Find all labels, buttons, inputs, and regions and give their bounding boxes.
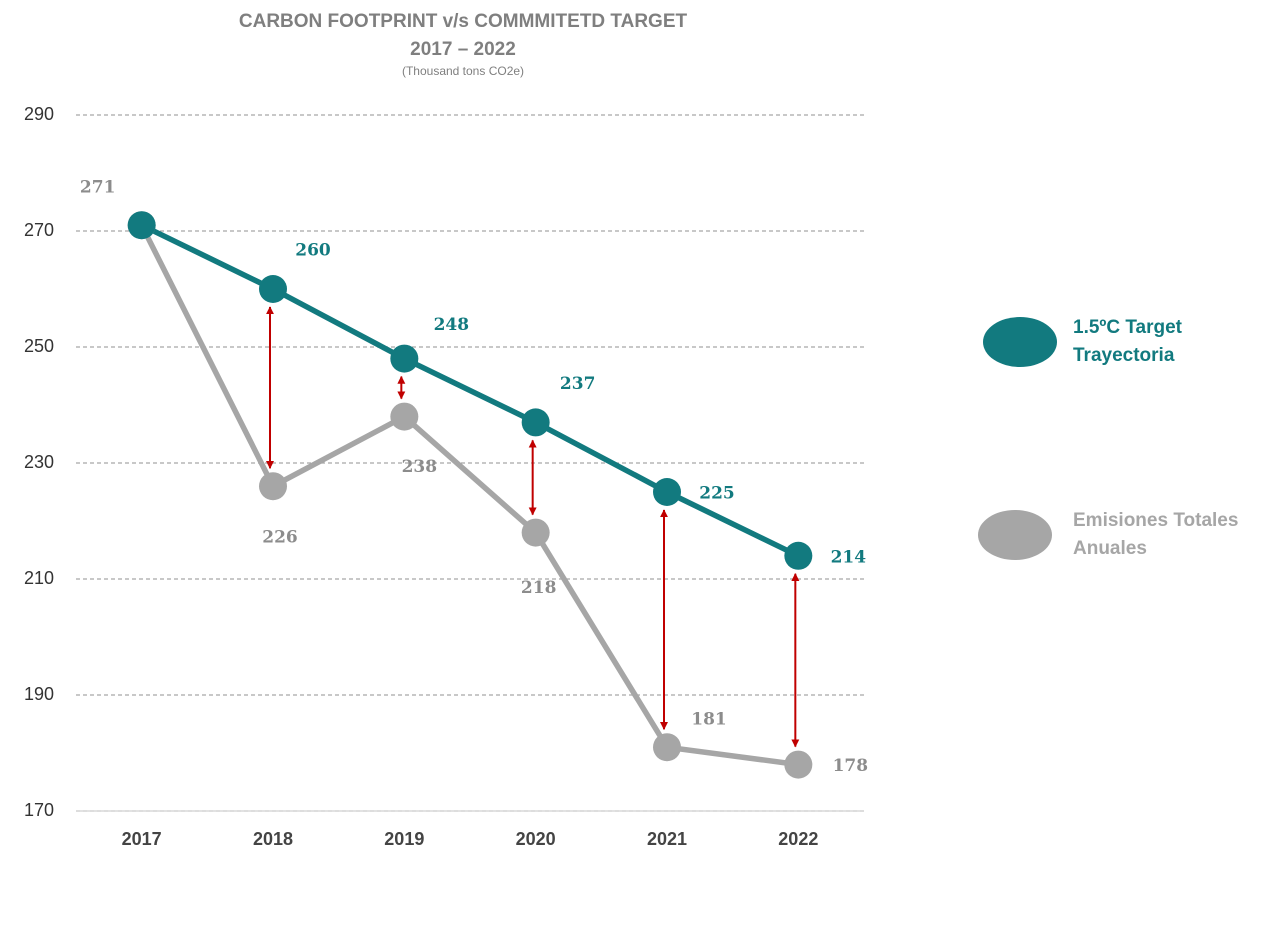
data-label: 271 bbox=[80, 178, 116, 198]
y-tick-label: 170 bbox=[24, 800, 54, 820]
data-point bbox=[259, 472, 287, 501]
legend-entry: Emisiones Totales Anuales bbox=[1073, 510, 1239, 559]
data-point bbox=[784, 541, 813, 570]
data-point bbox=[784, 750, 813, 779]
legend-swatch bbox=[978, 510, 1052, 560]
data-point bbox=[390, 402, 419, 431]
unit-label: (Thousand tons CO2e) bbox=[402, 64, 524, 78]
legend-label: Emisiones Totales Anuales bbox=[1073, 510, 1239, 559]
y-tick-label: 230 bbox=[24, 452, 54, 472]
chart-title: CARBON FOOTPRINT v/s COMMMITETD TARGET bbox=[239, 11, 688, 32]
data-label: 238 bbox=[402, 457, 438, 477]
x-tick-label: 2022 bbox=[778, 829, 818, 849]
legend-entry: 1.5ºC Target Trayectoria bbox=[1073, 317, 1183, 366]
x-tick-label: 2021 bbox=[647, 829, 687, 849]
data-label: 237 bbox=[560, 374, 596, 394]
data-point bbox=[127, 211, 156, 240]
data-label: 248 bbox=[434, 315, 470, 335]
data-point bbox=[521, 518, 550, 547]
series-line bbox=[139, 223, 799, 768]
data-label: 218 bbox=[521, 578, 557, 598]
y-tick-label: 270 bbox=[24, 220, 54, 240]
y-tick-label: 250 bbox=[24, 336, 54, 356]
data-label: 225 bbox=[699, 484, 735, 504]
x-tick-label: 2017 bbox=[122, 829, 162, 849]
y-tick-label: 190 bbox=[24, 684, 54, 704]
data-label: 181 bbox=[691, 710, 727, 730]
data-point bbox=[653, 478, 681, 506]
data-label: 178 bbox=[833, 756, 869, 776]
x-tick-label: 2019 bbox=[384, 829, 424, 849]
data-label: 214 bbox=[831, 547, 867, 567]
data-label: 260 bbox=[295, 241, 331, 261]
series-line bbox=[140, 222, 800, 559]
legend-label: 1.5ºC Target Trayectoria bbox=[1073, 317, 1183, 366]
data-point bbox=[653, 733, 681, 762]
y-tick-label: 210 bbox=[24, 568, 54, 588]
data-label: 226 bbox=[262, 528, 298, 548]
x-tick-label: 2020 bbox=[516, 829, 556, 849]
data-point bbox=[521, 408, 550, 437]
chart-subtitle: 2017 – 2022 bbox=[410, 39, 516, 60]
y-tick-label: 290 bbox=[24, 104, 54, 124]
x-tick-label: 2018 bbox=[253, 829, 293, 849]
data-point bbox=[259, 275, 287, 303]
legend-swatch bbox=[983, 317, 1057, 367]
data-point bbox=[390, 344, 419, 373]
